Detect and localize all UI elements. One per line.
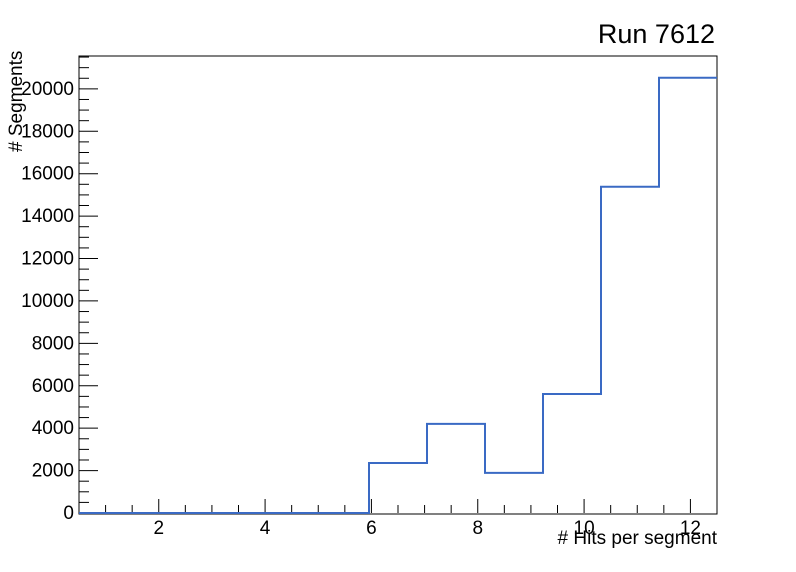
histogram-line [79,76,717,514]
y-axis-title: # Segments [6,50,27,152]
x-tick-label: 10 [574,518,595,539]
x-tick-label: 12 [680,518,701,539]
y-tick-label: 10000 [21,291,74,312]
y-tick-label: 6000 [32,376,74,397]
x-tick-label: 8 [472,518,483,539]
x-tick-label: 6 [366,518,377,539]
x-axis-title: # Hits per segment [557,528,717,549]
x-tick-label: 2 [153,518,164,539]
y-tick-label: 16000 [21,164,74,185]
y-tick-label: 4000 [32,418,74,439]
y-tick-label: 12000 [21,249,74,270]
y-tick-label: 0 [63,503,74,524]
y-tick-label: 18000 [21,121,74,142]
y-tick-label: 14000 [21,206,74,227]
y-tick-label: 8000 [32,333,74,354]
plot-title: Run 7612 [597,19,715,49]
x-tick-label: 4 [260,518,271,539]
y-tick-label: 20000 [21,79,74,100]
y-tick-label: 2000 [32,461,74,482]
plot-frame [78,55,718,515]
